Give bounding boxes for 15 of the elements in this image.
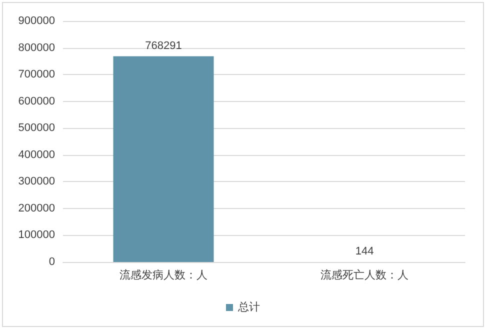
y-tick-label: 200000 [18, 202, 55, 214]
y-tick-label: 700000 [18, 68, 55, 81]
data-label: 144 [355, 245, 374, 258]
y-tick-label: 300000 [18, 176, 55, 188]
x-tick-label: 流感发病人数：人 [120, 268, 208, 282]
y-tick-label: 600000 [18, 95, 55, 108]
y-tick-label: 500000 [18, 122, 55, 134]
legend-label: 总计 [237, 300, 260, 314]
data-label: 768291 [145, 40, 182, 52]
x-tick-label: 流感死亡人数：人 [320, 268, 408, 282]
y-tick-label: 100000 [18, 229, 55, 242]
y-tick-label: 0 [48, 256, 55, 268]
y-tick-label: 400000 [18, 148, 55, 161]
y-tick-label: 900000 [18, 15, 55, 27]
y-tick-label: 800000 [18, 42, 55, 54]
